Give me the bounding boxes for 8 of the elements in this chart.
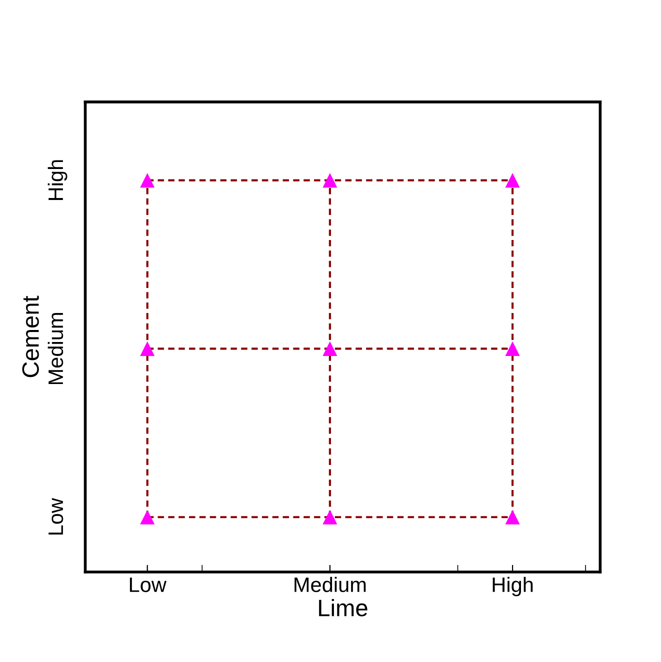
text: High — [48, 160, 68, 200]
text: Medium — [48, 313, 64, 384]
x-tick-label: Medium — [294, 576, 366, 592]
text: Low — [48, 498, 64, 535]
x-tick-label: High — [492, 576, 533, 596]
x-axis-title: Lime — [319, 599, 368, 616]
y-axis-title: Cement — [22, 296, 39, 378]
x-tick-label: Low — [130, 578, 167, 592]
